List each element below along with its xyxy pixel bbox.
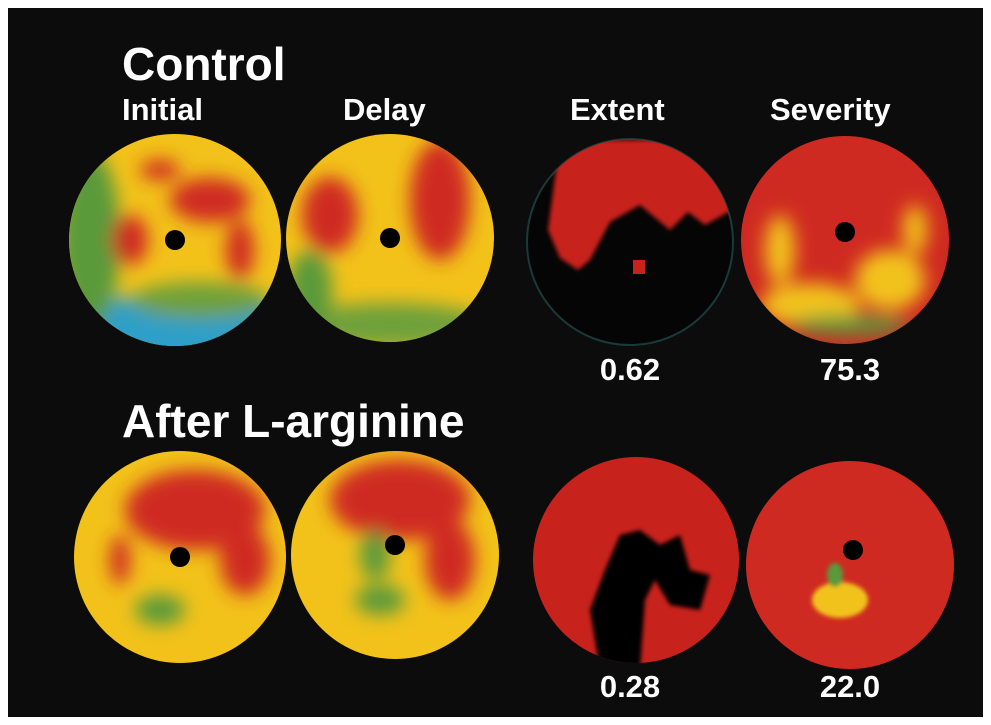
column-label: Severity <box>770 92 891 127</box>
column-label: Extent <box>570 92 665 127</box>
extent-value: 0.62 <box>600 352 660 387</box>
extent-map <box>527 139 733 345</box>
polar-map <box>740 135 950 345</box>
polar-map <box>745 460 955 670</box>
page: {"columns": ["Initial", "Delay", "Extent… <box>0 0 991 725</box>
severity-value: 22.0 <box>820 669 880 704</box>
column-label: Initial <box>122 92 203 127</box>
column-label: Delay <box>343 92 426 127</box>
section-title: Control <box>122 38 286 90</box>
section-title: After L-arginine <box>122 395 464 447</box>
figure: Control Initial Delay Extent Severity 0.… <box>0 0 991 725</box>
extent-value: 0.28 <box>600 669 660 704</box>
severity-value: 75.3 <box>820 352 880 387</box>
